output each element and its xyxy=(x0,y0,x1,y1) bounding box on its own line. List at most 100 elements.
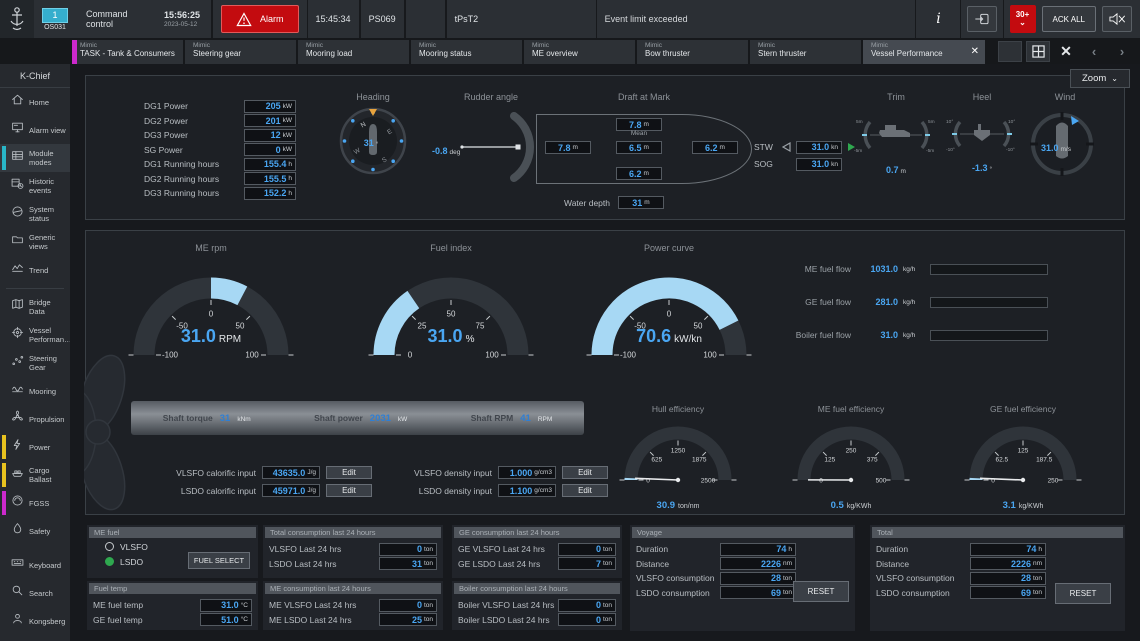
alarm-button[interactable]: Alarm xyxy=(221,5,299,33)
fuel-input-box: 43635.0J/g xyxy=(262,466,320,479)
sidebar-item-cargo-ballast[interactable]: Cargo Ballast xyxy=(0,461,70,489)
search-icon xyxy=(11,584,24,602)
data-row: DG2 Power201kW xyxy=(144,115,296,127)
tab-bow-thruster[interactable]: MimicBow thruster xyxy=(637,40,748,64)
option-label: VLSFO xyxy=(120,542,148,552)
gauge-value: 0.5kg/KWh xyxy=(831,495,872,513)
login-button[interactable] xyxy=(967,6,997,32)
tab-vessel-performance[interactable]: MimicVessel Performance✕ xyxy=(863,40,985,64)
module-modes-icon xyxy=(11,149,24,167)
total-reset-button[interactable]: RESET xyxy=(1055,583,1111,604)
data-row: SG Power0kW xyxy=(144,144,296,156)
value-box: 25ton xyxy=(379,613,437,626)
edit-button[interactable]: Edit xyxy=(562,484,608,497)
density-inputs: VLSFO density input1.000g/cm3EditLSDO de… xyxy=(392,465,608,501)
row-label: LSDO consumption xyxy=(876,588,950,598)
fuel-input-row: VLSFO calorific input43635.0J/gEdit xyxy=(156,465,372,480)
boiler-consumption-panel: Boiler consumption last 24 hours Boiler … xyxy=(452,581,622,630)
fuel-temp-panel: Fuel temp ME fuel temp31.0°CGE fuel temp… xyxy=(87,581,258,630)
info-button[interactable]: i xyxy=(924,6,954,32)
fuel-flow-value: 1031.0 xyxy=(856,264,898,274)
ship-front-silhouette xyxy=(974,124,990,141)
voyage-panel: Voyage Duration74hDistance2226nmVLSFO co… xyxy=(630,525,855,631)
row-label: Distance xyxy=(876,559,909,569)
tab-scroll-right-button[interactable]: › xyxy=(1110,41,1134,62)
panel-header: ME consumption last 24 hours xyxy=(265,583,441,594)
draft-aft-box: 7.8m xyxy=(545,141,591,154)
value-unit: kW xyxy=(283,146,292,153)
sidebar-item-mooring[interactable]: Mooring xyxy=(0,377,70,405)
sidebar-item-safety[interactable]: Safety xyxy=(0,517,70,545)
data-row: LSDO consumption69ton xyxy=(636,587,796,599)
sidebar-item-search[interactable]: Search xyxy=(0,579,70,607)
sidebar-item-vessel-performan[interactable]: Vessel Performan… xyxy=(0,321,70,349)
tab-accent-bar xyxy=(72,40,77,64)
ack-all-button[interactable]: ACK ALL xyxy=(1042,6,1096,32)
tab-mooring-status[interactable]: MimicMooring status xyxy=(411,40,522,64)
tile-windows-button[interactable] xyxy=(1026,41,1050,62)
tab-stern-thruster[interactable]: MimicStern thruster xyxy=(750,40,861,64)
voyage-reset-button[interactable]: RESET xyxy=(793,581,849,602)
unacknowledged-alarms-badge[interactable]: 30+ ⌄ xyxy=(1010,5,1036,33)
tab-mooring-load[interactable]: MimicMooring load xyxy=(298,40,409,64)
gauge-title: Hull efficiency xyxy=(652,404,704,414)
tab-extra-button[interactable] xyxy=(998,41,1022,62)
sidebar-item-label: Vessel Performan… xyxy=(29,326,70,344)
total-consumption-panel: Total consumption last 24 hours VLSFO La… xyxy=(263,525,443,578)
sidebar-item-fgss[interactable]: FGSS xyxy=(0,489,70,517)
tab-scroll-left-button[interactable]: ‹ xyxy=(1082,41,1106,62)
fuel-input-box: 1.100g/cm3 xyxy=(498,484,556,497)
zoom-dropdown[interactable]: Zoom ⌄ xyxy=(1070,69,1130,88)
sidebar-secondary-group: Bridge Data Vessel Performan… Steering Gea… xyxy=(0,293,70,545)
mute-button[interactable] xyxy=(1102,6,1132,32)
heel-widget: 10° -10° 10° -10° -1.3° xyxy=(946,118,1018,176)
rudder-value: -0.8deg xyxy=(432,141,460,159)
value-text: 74 xyxy=(1026,544,1036,554)
row-label: LSDO Last 24 hrs xyxy=(269,559,337,569)
value-text: 2226 xyxy=(761,559,781,569)
close-all-button[interactable]: ✕ xyxy=(1054,41,1078,62)
ge-consumption-panel: GE consumption last 24 hours GE VLSFO La… xyxy=(452,525,622,578)
sidebar-item-module-modes[interactable]: Module modes xyxy=(0,144,70,172)
svg-text:-100: -100 xyxy=(620,351,637,360)
edit-button[interactable]: Edit xyxy=(562,466,608,479)
data-row: LSDO Last 24 hrs31ton xyxy=(269,558,437,570)
sidebar-item-trend[interactable]: Trend xyxy=(0,256,70,284)
sidebar-item-kongsberg[interactable]: Kongsberg xyxy=(0,607,70,635)
tab-steering-gear[interactable]: MimicSteering gear xyxy=(185,40,296,64)
value-unit: nm xyxy=(1033,560,1042,567)
fuel-flow-value: 281.0 xyxy=(856,297,898,307)
tab-task-tank-consumers[interactable]: MimicTASK - Tank & Consumers xyxy=(72,40,183,64)
tab-label: Mooring status xyxy=(419,49,518,58)
row-label: ME fuel temp xyxy=(93,600,143,610)
sidebar-item-bridge-data[interactable]: Bridge Data xyxy=(0,293,70,321)
fuel-select-button[interactable]: FUEL SELECT xyxy=(188,552,250,569)
value-box: 2226nm xyxy=(720,557,796,570)
sidebar-item-propulsion[interactable]: Propulsion xyxy=(0,405,70,433)
data-row: DG1 Running hours155.4h xyxy=(144,158,296,170)
tab-me-overview[interactable]: MimicME overview xyxy=(524,40,635,64)
sidebar-item-historic-events[interactable]: Historic events xyxy=(0,172,70,200)
sidebar-item-power[interactable]: Power xyxy=(0,433,70,461)
row-label: DG2 Power xyxy=(144,116,188,126)
sidebar-item-alarm-view[interactable]: Alarm view xyxy=(0,116,70,144)
svg-text:250: 250 xyxy=(846,448,857,455)
tab-close-icon[interactable]: ✕ xyxy=(971,46,979,57)
trim-title: Trim xyxy=(864,92,928,102)
sidebar-item-home[interactable]: Home xyxy=(0,88,70,116)
edit-button[interactable]: Edit xyxy=(326,484,372,497)
sidebar-item-generic-views[interactable]: Generic views xyxy=(0,228,70,256)
edit-button[interactable]: Edit xyxy=(326,466,372,479)
tab-label: TASK - Tank & Consumers xyxy=(80,49,179,58)
tab-label: Stern thruster xyxy=(758,49,857,58)
sidebar-item-keyboard[interactable]: Keyboard xyxy=(0,551,70,579)
tab-caption: Mimic xyxy=(645,42,744,49)
sidebar-item-system-status[interactable]: System status xyxy=(0,200,70,228)
value-text: 155.4 xyxy=(264,159,287,169)
sidebar-item-steering-gear[interactable]: Steering Gear xyxy=(0,349,70,377)
data-row: DG3 Running hours152.2h xyxy=(144,187,296,199)
value-unit: h xyxy=(788,546,792,553)
gauge-value-unit: ton/nm xyxy=(678,503,699,510)
value-unit: h xyxy=(288,161,292,168)
sidebar-item-label: Generic views xyxy=(29,233,68,251)
